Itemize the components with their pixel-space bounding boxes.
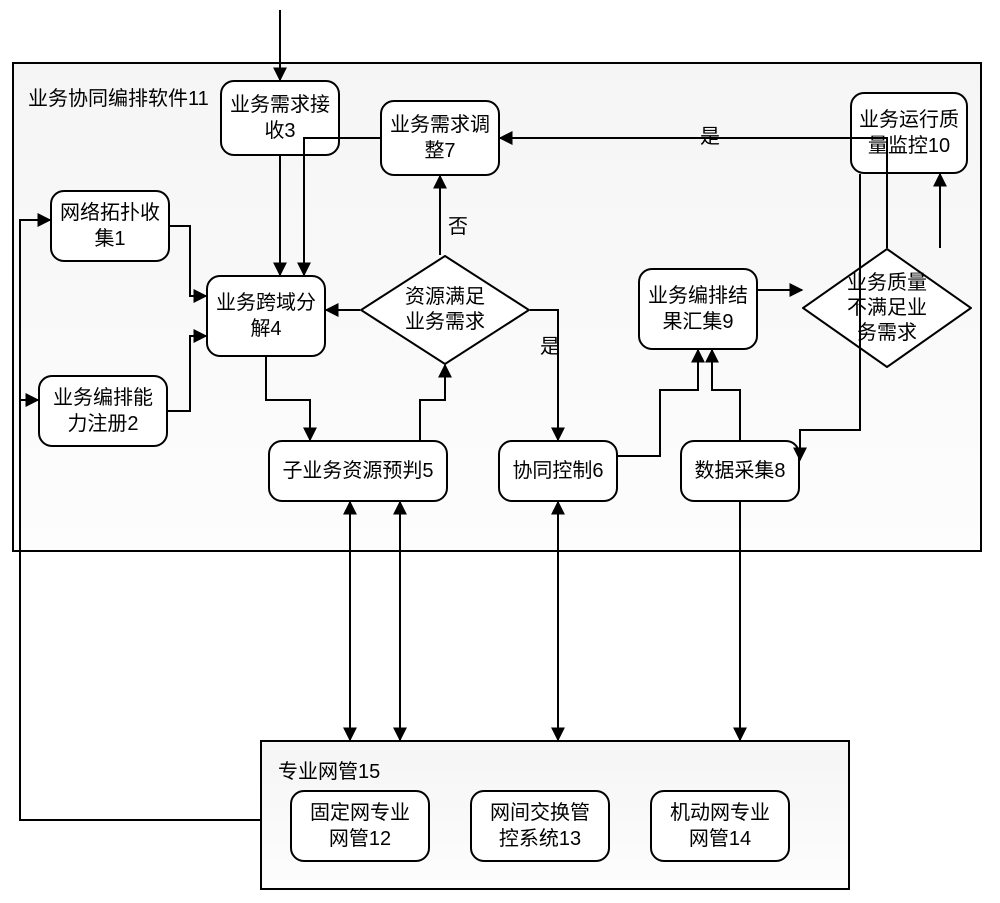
- node-n8: 数据采集8: [680, 440, 800, 502]
- node-d1-label: 资源满足业务需求: [360, 255, 530, 365]
- node-n12: 固定网专业网管12: [290, 790, 430, 862]
- node-d1: 资源满足业务需求: [360, 255, 530, 365]
- node-d2: 业务质量不满足业务需求: [802, 248, 972, 368]
- node-n10: 业务运行质量监控10: [850, 92, 968, 174]
- node-n1: 网络拓扑收集1: [50, 190, 170, 262]
- node-n5: 子业务资源预判5: [268, 440, 448, 502]
- node-n7: 业务需求调整7: [380, 100, 500, 176]
- node-d2-label: 业务质量不满足业务需求: [802, 248, 972, 368]
- diagram-canvas: 业务协同编排软件11 专业网管15 网络拓扑收集1 业务编排能力注册2 业务需求…: [0, 0, 1000, 903]
- container-c15-label: 专业网管15: [278, 755, 380, 784]
- edge-label-e_d2_7: 是: [700, 120, 720, 149]
- node-n3: 业务需求接收3: [220, 80, 340, 156]
- node-n9: 业务编排结果汇集9: [638, 268, 758, 350]
- node-n13: 网间交换管控系统13: [470, 790, 610, 862]
- node-n6: 协同控制6: [498, 440, 618, 502]
- node-n14: 机动网专业网管14: [650, 790, 790, 862]
- node-n4: 业务跨域分解4: [206, 275, 326, 357]
- edge-label-e_d1_7: 否: [448, 210, 468, 239]
- container-c11-label: 业务协同编排软件11: [28, 82, 209, 111]
- edge-label-e_d1_6: 是: [540, 330, 560, 359]
- node-n2: 业务编排能力注册2: [38, 375, 168, 447]
